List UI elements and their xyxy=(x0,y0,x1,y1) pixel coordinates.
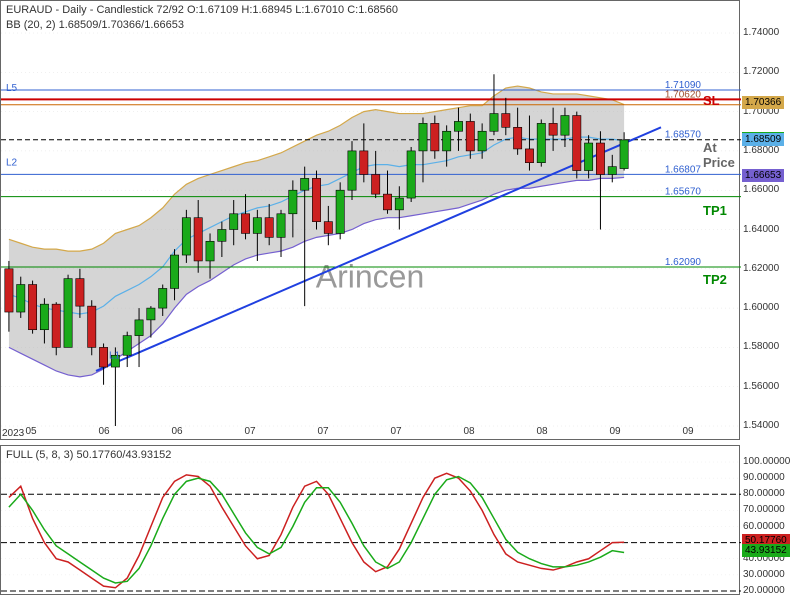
lower-y-axis: 20.0000030.0000040.0000050.0000060.00000… xyxy=(740,445,800,595)
main-y-axis: 1.54000 1.56000 1.58000 1.60000 1.62000 1.640… xyxy=(740,0,800,445)
y-tick-label: 1.60000 xyxy=(743,302,779,313)
stoch-y-tick: 20.00000 xyxy=(743,585,785,596)
svg-text:1.62090: 1.62090 xyxy=(665,257,702,268)
x-tick-label: 08 xyxy=(463,426,474,437)
y-tick-label: 1.74000 xyxy=(743,27,779,38)
stoch-y-tick: 100.00000 xyxy=(743,456,790,467)
y-tick-label: 1.62000 xyxy=(743,263,779,274)
main-chart-svg: 1.710901.706201.685701.668071.656701.620… xyxy=(1,1,741,441)
svg-text:1.70620: 1.70620 xyxy=(665,89,702,100)
x-tick-label: 05 xyxy=(25,426,36,437)
stoch-y-tick: 70.00000 xyxy=(743,504,785,515)
stoch-price-tag: 43.93152 xyxy=(742,544,790,557)
main-chart-panel[interactable]: EURAUD - Daily - Candlestick 72/92 O:1.6… xyxy=(0,0,740,440)
x-tick-label: 07 xyxy=(244,426,255,437)
price-tag: 1.68509 xyxy=(742,133,784,146)
x-tick-label: 06 xyxy=(171,426,182,437)
annotation-tp2: TP2 xyxy=(703,272,727,287)
svg-text:L2: L2 xyxy=(6,158,18,169)
y-tick-label: 1.66000 xyxy=(743,184,779,195)
stoch-y-tick: 90.00000 xyxy=(743,472,785,483)
annotation-at-price: At Price xyxy=(703,140,739,170)
y-tick-label: 1.54000 xyxy=(743,420,779,431)
lower-chart-svg xyxy=(1,446,741,596)
svg-text:1.65670: 1.65670 xyxy=(665,187,702,198)
x-tick-label: 08 xyxy=(536,426,547,437)
y-tick-label: 1.58000 xyxy=(743,341,779,352)
stochastic-panel[interactable]: FULL (5, 8, 3) 50.17760/43.93152 xyxy=(0,445,740,595)
y-tick-label: 1.56000 xyxy=(743,381,779,392)
annotation-tp1: TP1 xyxy=(703,203,727,218)
year-label: 2023 xyxy=(2,428,24,614)
price-tag: 1.70366 xyxy=(742,96,784,109)
x-tick-label: 09 xyxy=(609,426,620,437)
stoch-y-tick: 60.00000 xyxy=(743,521,785,532)
svg-text:L5: L5 xyxy=(6,83,18,94)
svg-text:L1: L1 xyxy=(109,350,121,361)
stoch-y-tick: 30.00000 xyxy=(743,569,785,580)
y-tick-label: 1.72000 xyxy=(743,66,779,77)
price-tag: 1.66653 xyxy=(742,169,784,182)
x-tick-label: 07 xyxy=(317,426,328,437)
x-tick-label: 09 xyxy=(682,426,693,437)
svg-text:1.68570: 1.68570 xyxy=(665,130,702,141)
x-tick-label: 06 xyxy=(98,426,109,437)
y-tick-label: 1.68000 xyxy=(743,145,779,156)
x-tick-label: 07 xyxy=(390,426,401,437)
annotation-sl: SL xyxy=(703,93,720,108)
y-tick-label: 1.64000 xyxy=(743,224,779,235)
svg-text:1.66807: 1.66807 xyxy=(665,164,702,175)
stoch-y-tick: 80.00000 xyxy=(743,488,785,499)
